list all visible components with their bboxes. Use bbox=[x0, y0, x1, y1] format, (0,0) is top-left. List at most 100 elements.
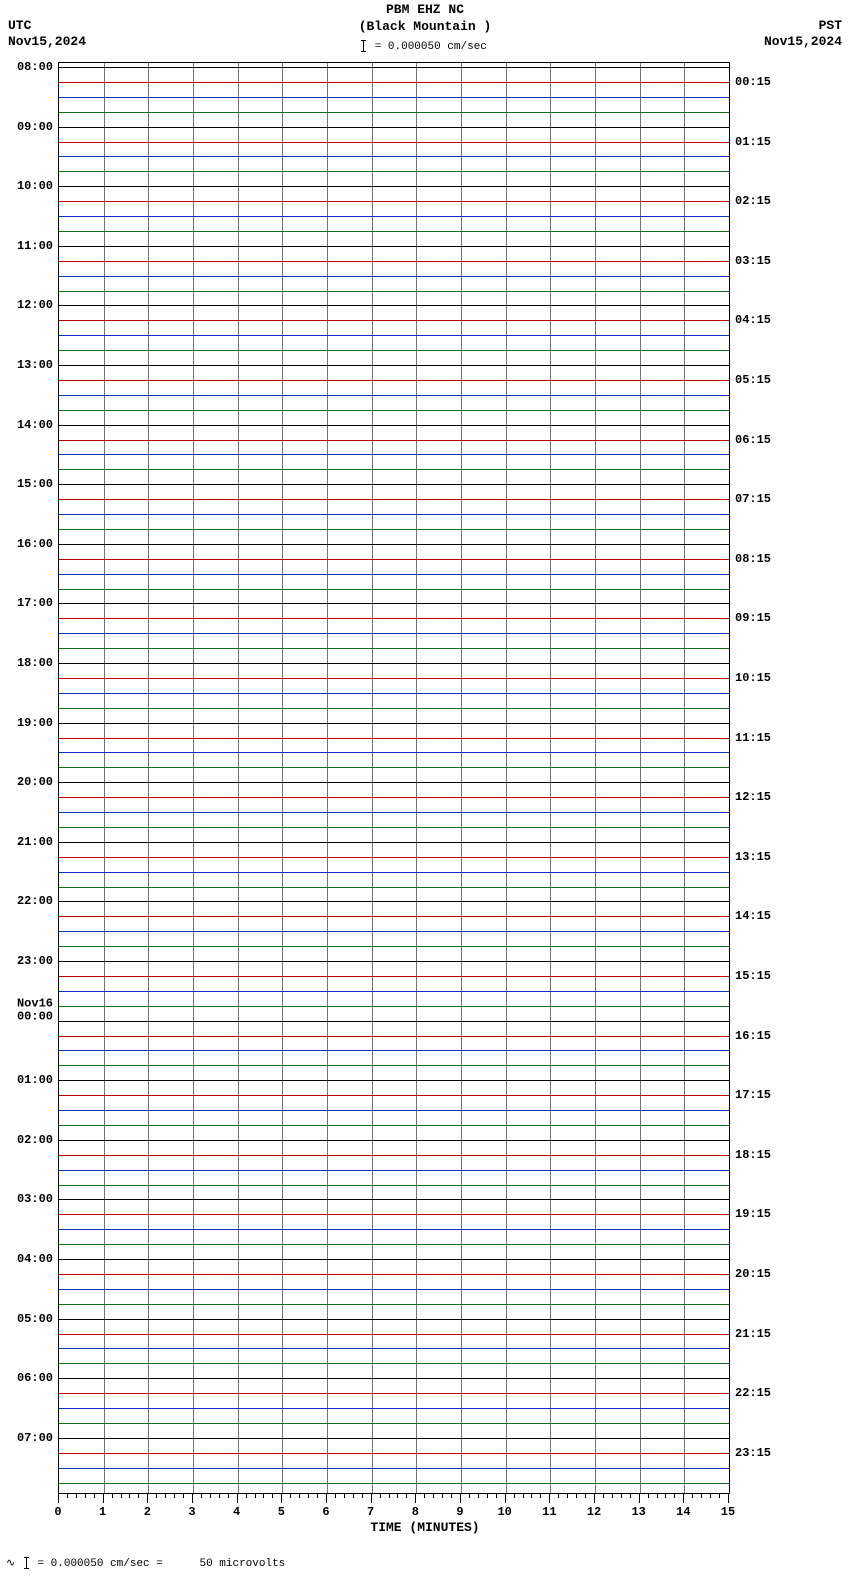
utc-hour-label: 01:00 bbox=[17, 1073, 53, 1087]
xtick-minor bbox=[397, 1493, 398, 1498]
utc-hour-label: 06:00 bbox=[17, 1371, 53, 1385]
trace-row bbox=[59, 559, 729, 560]
xtick-minor bbox=[433, 1493, 434, 1498]
trace-line bbox=[59, 961, 729, 962]
trace-line bbox=[59, 1229, 729, 1230]
trace-row bbox=[59, 1036, 729, 1037]
xtick-label: 4 bbox=[233, 1505, 240, 1519]
xtick-major bbox=[281, 1493, 282, 1503]
xtick-minor bbox=[567, 1493, 568, 1498]
trace-line bbox=[59, 1155, 729, 1156]
trace-row bbox=[59, 1363, 729, 1364]
trace-row bbox=[59, 246, 729, 247]
xtick-minor bbox=[621, 1493, 622, 1498]
trace-row bbox=[59, 1155, 729, 1156]
utc-hour-label: 10:00 bbox=[17, 179, 53, 193]
trace-row bbox=[59, 693, 729, 694]
xtick-major bbox=[549, 1493, 550, 1503]
xtick-minor bbox=[719, 1493, 720, 1498]
pst-hour-label: 16:15 bbox=[735, 1029, 771, 1043]
trace-line bbox=[59, 797, 729, 798]
trace-line bbox=[59, 916, 729, 917]
trace-line bbox=[59, 1050, 729, 1051]
minute-gridline bbox=[595, 63, 596, 1493]
trace-row bbox=[59, 1274, 729, 1275]
utc-hour-label: 21:00 bbox=[17, 835, 53, 849]
trace-line bbox=[59, 1080, 729, 1081]
trace-line bbox=[59, 335, 729, 336]
footer-scale-text: = 0.000050 cm/sec = bbox=[37, 1558, 162, 1570]
minute-gridline bbox=[461, 63, 462, 1493]
xtick-minor bbox=[353, 1493, 354, 1498]
xtick-label: 15 bbox=[721, 1505, 735, 1519]
trace-row bbox=[59, 1095, 729, 1096]
pst-hour-label: 11:15 bbox=[735, 731, 771, 745]
trace-line bbox=[59, 97, 729, 98]
station-code: PBM EHZ NC bbox=[0, 2, 850, 19]
trace-row bbox=[59, 633, 729, 634]
xtick-minor bbox=[692, 1493, 693, 1498]
trace-line bbox=[59, 1408, 729, 1409]
header-center: PBM EHZ NC (Black Mountain ) bbox=[0, 2, 850, 36]
trace-row bbox=[59, 395, 729, 396]
xtick-minor bbox=[210, 1493, 211, 1498]
xtick-minor bbox=[272, 1493, 273, 1498]
trace-row bbox=[59, 738, 729, 739]
trace-line bbox=[59, 976, 729, 977]
pst-hour-label: 15:15 bbox=[735, 969, 771, 983]
minute-gridline bbox=[238, 63, 239, 1493]
trace-line bbox=[59, 469, 729, 470]
trace-line bbox=[59, 529, 729, 530]
trace-row bbox=[59, 1438, 729, 1439]
utc-hour-label: 13:00 bbox=[17, 358, 53, 372]
footer-wave-icon: ∿ bbox=[6, 1558, 15, 1570]
trace-row bbox=[59, 1244, 729, 1245]
xtick-major bbox=[371, 1493, 372, 1503]
trace-line bbox=[59, 633, 729, 634]
xtick-label: 12 bbox=[587, 1505, 601, 1519]
trace-line bbox=[59, 261, 729, 262]
pst-hour-label: 10:15 bbox=[735, 671, 771, 685]
trace-line bbox=[59, 1259, 729, 1260]
utc-hour-label: 08:00 bbox=[17, 60, 53, 74]
xtick-major bbox=[326, 1493, 327, 1503]
trace-row bbox=[59, 469, 729, 470]
xtick-minor bbox=[67, 1493, 68, 1498]
xtick-major bbox=[594, 1493, 595, 1503]
xtick-minor bbox=[299, 1493, 300, 1498]
trace-row bbox=[59, 1125, 729, 1126]
trace-line bbox=[59, 454, 729, 455]
trace-line bbox=[59, 186, 729, 187]
xtick-minor bbox=[165, 1493, 166, 1498]
trace-row bbox=[59, 1080, 729, 1081]
utc-hour-label: 19:00 bbox=[17, 716, 53, 730]
pst-hour-label: 06:15 bbox=[735, 433, 771, 447]
trace-row bbox=[59, 1453, 729, 1454]
trace-line bbox=[59, 1274, 729, 1275]
xtick-minor bbox=[701, 1493, 702, 1498]
trace-row bbox=[59, 1483, 729, 1484]
utc-hour-label: 17:00 bbox=[17, 596, 53, 610]
trace-line bbox=[59, 440, 729, 441]
trace-row bbox=[59, 976, 729, 977]
minute-gridline bbox=[104, 63, 105, 1493]
minute-gridline bbox=[416, 63, 417, 1493]
trace-row bbox=[59, 812, 729, 813]
trace-line bbox=[59, 1483, 729, 1484]
trace-line bbox=[59, 142, 729, 143]
minute-gridline bbox=[684, 63, 685, 1493]
trace-row bbox=[59, 1334, 729, 1335]
xtick-minor bbox=[630, 1493, 631, 1498]
xtick-minor bbox=[156, 1493, 157, 1498]
trace-line bbox=[59, 559, 729, 560]
utc-dayroll-label: Nov1600:00 bbox=[17, 997, 53, 1023]
xtick-minor bbox=[523, 1493, 524, 1498]
trace-row bbox=[59, 797, 729, 798]
xtick-minor bbox=[335, 1493, 336, 1498]
trace-row bbox=[59, 767, 729, 768]
trace-line bbox=[59, 1423, 729, 1424]
xtick-minor bbox=[228, 1493, 229, 1498]
xtick-minor bbox=[389, 1493, 390, 1498]
xtick-major bbox=[147, 1493, 148, 1503]
x-axis-title: TIME (MINUTES) bbox=[0, 1520, 850, 1535]
